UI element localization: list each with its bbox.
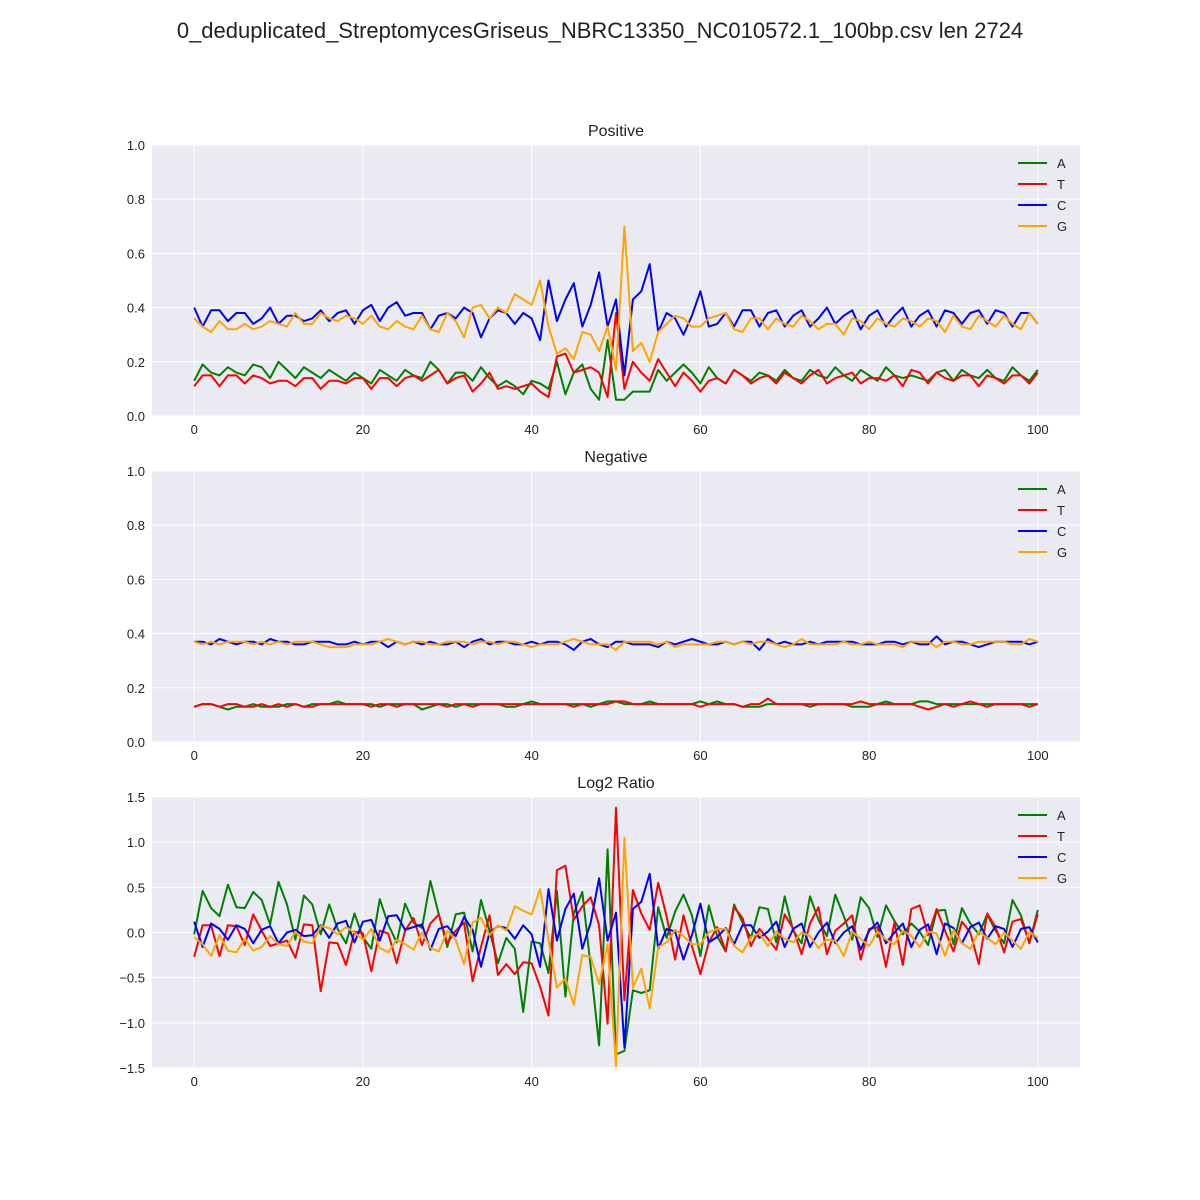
series-line-c xyxy=(193,263,1039,377)
x-tick-label: 20 xyxy=(356,748,370,763)
x-tick-label: 60 xyxy=(693,1074,707,1089)
x-tick-label: 80 xyxy=(862,748,876,763)
panel-positive: 0 20 40 60 80 100 0.0 0.2 0.4 0.6 0.8 1.0 Positive AT… xyxy=(127,123,1080,437)
x-tick-label: 40 xyxy=(524,422,538,437)
x-tick-label: 60 xyxy=(693,748,707,763)
x-tick-label: 20 xyxy=(356,1074,370,1089)
y-tick-label: 0.0 xyxy=(127,926,145,941)
series-line-t xyxy=(193,806,1039,1025)
series-line-t xyxy=(193,312,1039,398)
y-tick-label: 1.0 xyxy=(127,464,145,479)
x-tick-label: 0 xyxy=(191,422,198,437)
y-tick-label: 1.0 xyxy=(127,835,145,850)
y-tick-label: 0.0 xyxy=(127,735,145,750)
y-tick-label: 0.4 xyxy=(127,301,145,316)
panel-log2-ratio: 0 20 40 60 80 100 −1.5 −1.0 −0.5 0.0 0.5 1.0 1.5 Log2… xyxy=(119,775,1080,1089)
panel-title: Positive xyxy=(588,123,644,140)
y-tick-label: 0.6 xyxy=(127,572,145,587)
series-line-g xyxy=(193,836,1039,1068)
x-tick-label: 80 xyxy=(862,1074,876,1089)
series-line-c xyxy=(193,872,1039,1049)
panel-negative: 0 20 40 60 80 100 0.0 0.2 0.4 0.6 0.8 1.0 Negative AT… xyxy=(127,449,1080,763)
legend-label-g: G xyxy=(1057,219,1067,234)
legend-label-a: A xyxy=(1057,808,1066,823)
x-tick-label: 0 xyxy=(191,748,198,763)
x-tick-label: 100 xyxy=(1027,1074,1049,1089)
y-tick-label: −1.5 xyxy=(119,1061,145,1076)
legend-label-t: T xyxy=(1057,177,1065,192)
y-tick-label: 0.8 xyxy=(127,192,145,207)
legend-label-a: A xyxy=(1057,156,1066,171)
series-line-g xyxy=(193,638,1039,651)
legend-label-t: T xyxy=(1057,829,1065,844)
x-tick-label: 40 xyxy=(524,748,538,763)
x-tick-label: 60 xyxy=(693,422,707,437)
y-tick-label: 1.0 xyxy=(127,138,145,153)
legend-label-g: G xyxy=(1057,545,1067,560)
panel-title: Negative xyxy=(584,449,647,466)
figure-title: 0_deduplicated_StreptomycesGriseus_NBRC1… xyxy=(176,18,1024,43)
y-tick-label: 0.4 xyxy=(127,627,145,642)
legend-label-g: G xyxy=(1057,871,1067,886)
x-tick-label: 80 xyxy=(862,422,876,437)
legend-label-c: C xyxy=(1057,850,1066,865)
y-tick-label: 0.0 xyxy=(127,409,145,424)
series-line-t xyxy=(193,697,1039,711)
y-tick-label: 1.5 xyxy=(127,790,145,805)
plot-area xyxy=(152,471,1080,742)
y-tick-label: 0.8 xyxy=(127,518,145,533)
y-tick-label: 0.5 xyxy=(127,880,145,895)
x-tick-label: 100 xyxy=(1027,422,1049,437)
series-line-c xyxy=(194,635,1039,651)
legend-label-c: C xyxy=(1057,524,1066,539)
legend-label-c: C xyxy=(1057,198,1066,213)
x-tick-label: 40 xyxy=(524,1074,538,1089)
x-tick-label: 20 xyxy=(356,422,370,437)
y-tick-label: 0.2 xyxy=(127,681,145,696)
y-tick-label: −1.0 xyxy=(119,1016,145,1031)
legend-label-t: T xyxy=(1057,503,1065,518)
x-tick-label: 0 xyxy=(191,1074,198,1089)
panel-title: Log2 Ratio xyxy=(577,775,654,792)
legend-label-a: A xyxy=(1057,482,1066,497)
y-tick-label: 0.6 xyxy=(127,246,145,261)
x-tick-label: 100 xyxy=(1027,748,1049,763)
series-line-g xyxy=(193,225,1039,371)
y-tick-label: −0.5 xyxy=(119,971,145,986)
y-tick-label: 0.2 xyxy=(127,355,145,370)
series-line-a xyxy=(193,339,1039,401)
